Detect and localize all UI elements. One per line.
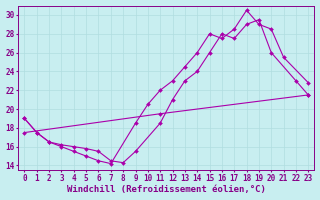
X-axis label: Windchill (Refroidissement éolien,°C): Windchill (Refroidissement éolien,°C) <box>67 185 266 194</box>
